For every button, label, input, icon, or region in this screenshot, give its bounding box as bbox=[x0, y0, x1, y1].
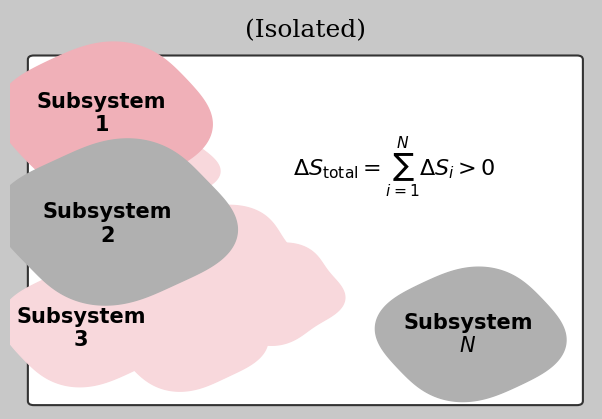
Text: Subsystem
2: Subsystem 2 bbox=[43, 202, 172, 246]
Text: (Isolated): (Isolated) bbox=[245, 19, 366, 42]
Polygon shape bbox=[93, 205, 312, 343]
Polygon shape bbox=[107, 277, 268, 391]
Polygon shape bbox=[60, 129, 220, 207]
FancyBboxPatch shape bbox=[28, 55, 583, 405]
Polygon shape bbox=[376, 267, 566, 401]
Polygon shape bbox=[0, 42, 213, 194]
Text: Subsystem
1: Subsystem 1 bbox=[37, 92, 166, 135]
Text: $\Delta S_{\mathrm{total}} = \sum_{i=1}^{N} \Delta S_i > 0$: $\Delta S_{\mathrm{total}} = \sum_{i=1}^… bbox=[293, 136, 495, 200]
Polygon shape bbox=[0, 139, 237, 305]
Text: Subsystem
3: Subsystem 3 bbox=[16, 307, 146, 350]
Polygon shape bbox=[1, 265, 173, 387]
Polygon shape bbox=[188, 243, 345, 345]
Text: Subsystem
$N$: Subsystem $N$ bbox=[403, 313, 533, 356]
